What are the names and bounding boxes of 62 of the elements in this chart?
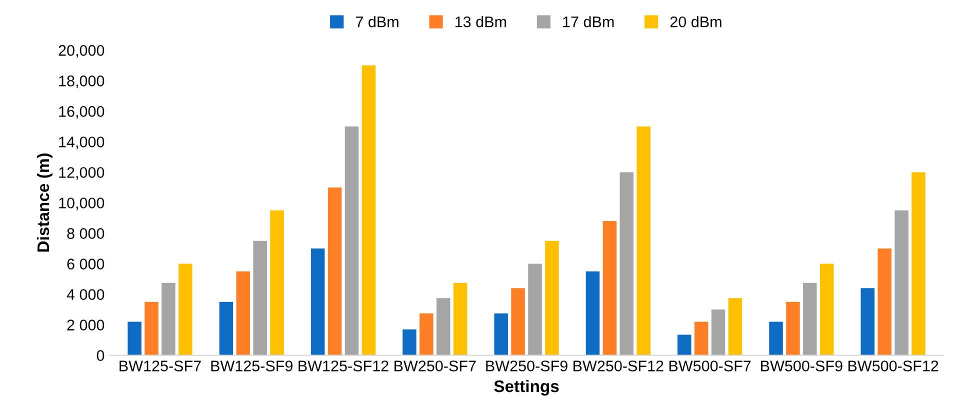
y-tick-label: 20,000 [58, 45, 104, 58]
bar [402, 329, 416, 356]
bar [144, 302, 158, 356]
bar [344, 126, 359, 356]
x-tick-label: BW250-SF9 [486, 360, 568, 372]
bar [912, 172, 926, 356]
x-tick-label: BW125-SF7 [120, 360, 201, 372]
bar [878, 248, 892, 356]
y-tick-label: 8 000 [67, 228, 104, 239]
x-tick-label: BW500-SF7 [669, 360, 751, 372]
bar [253, 240, 267, 356]
x-tick-label: BW250-SF12 [574, 360, 664, 372]
bar [711, 310, 726, 356]
legend-label: 17 dBm [563, 16, 614, 28]
x-tick-label: BW125-SF9 [211, 360, 293, 372]
bar [620, 172, 634, 356]
y-tick-label: 6 000 [67, 258, 104, 270]
y-tick-label: 2 000 [67, 320, 104, 330]
bar [328, 187, 342, 356]
x-tick-label: BW500-SF9 [761, 360, 842, 372]
bar [894, 210, 908, 356]
bar [453, 282, 468, 356]
bar [420, 313, 434, 356]
bar [602, 221, 617, 356]
bar [128, 322, 142, 356]
x-tick-label: BW500-SF12 [848, 360, 938, 372]
y-tick-label: 18,000 [59, 76, 104, 88]
y-tick-label: 12,000 [59, 167, 104, 180]
y-tick-label: 0 [96, 350, 104, 361]
bar [310, 248, 325, 356]
bar [436, 298, 450, 356]
bar [586, 271, 600, 356]
legend-label: 7 dBm [356, 16, 398, 28]
bar [803, 282, 817, 356]
legend-label: 13 dBm [456, 16, 506, 28]
x-tick-label: BW250-SF7 [394, 360, 476, 372]
bar [178, 264, 192, 356]
y-axis-title: Distance (m) [36, 154, 52, 252]
x-axis-title: Settings [494, 380, 559, 396]
y-tick-label: 4 000 [66, 289, 104, 300]
bar [236, 271, 250, 356]
bar [769, 322, 783, 356]
y-tick-label: 14,000 [59, 136, 104, 150]
bar [162, 282, 176, 356]
x-tick-label: BW125-SF12 [298, 360, 388, 372]
bar [545, 240, 559, 356]
y-tick-label: 16,000 [59, 106, 104, 119]
legend-label: 20 dBm [670, 16, 722, 28]
bar [860, 288, 875, 356]
bar [636, 126, 650, 356]
y-tick-label: 10,000 [59, 198, 104, 210]
bar [494, 313, 508, 356]
bar [694, 322, 708, 356]
bar [270, 210, 284, 356]
bar [728, 298, 742, 356]
bar [786, 302, 800, 356]
bar [511, 288, 525, 356]
bar [219, 302, 234, 356]
bar [678, 334, 692, 356]
bar [362, 65, 376, 356]
bar [820, 264, 834, 356]
bar [528, 264, 542, 356]
